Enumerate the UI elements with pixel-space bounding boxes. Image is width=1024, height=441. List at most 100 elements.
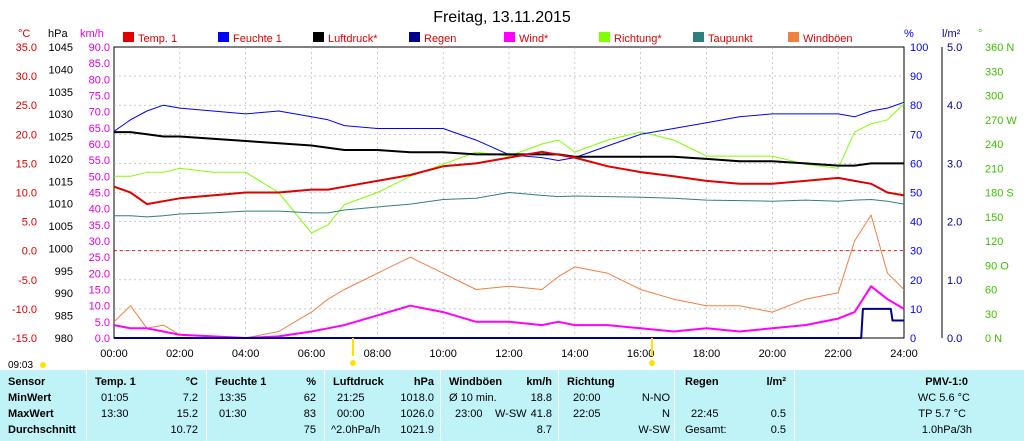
legend-label: Windböen (803, 33, 853, 45)
x-tick-label: 22:00 (824, 348, 852, 360)
gusts-avg-value: 8.7 (536, 424, 552, 436)
gusts-avg10-label: Ø 10 min. (449, 392, 497, 404)
right-tick-label: 1.0 (947, 275, 962, 287)
legend: Temp. 1 Feuchte 1 Luftdruck* Regen Wind* Rich… (123, 32, 853, 45)
right-tick-label: 10 (910, 304, 922, 316)
pressure-header: Luftdruck (333, 376, 384, 388)
left-tick-label: 5.0 (95, 317, 110, 329)
left-tick-label: 45.0 (89, 188, 110, 200)
avg-row-label: Durchschnitt (8, 424, 76, 436)
rain-total-value: 0.5 (770, 424, 786, 436)
left-tick-label: -5.0 (18, 275, 37, 287)
left-tick-label: 990 (55, 288, 73, 300)
left-tick-label: 15.0 (16, 158, 37, 170)
right-tick-label: 330 (985, 66, 1003, 78)
left-tick-label: 1010 (49, 199, 73, 211)
legend-label: Wind* (519, 33, 549, 45)
right-tick-label: 60 (985, 285, 997, 297)
humidity-header: Feuchte 1 (215, 376, 267, 388)
sun-marker (649, 360, 655, 366)
left-tick-label: 25.0 (16, 100, 37, 112)
humidity-max-time: 01:30 (219, 408, 247, 420)
series-feuchte-1 (113, 101, 905, 161)
right-tick-label: 0 N (985, 333, 1002, 345)
left-tick-label: 35.0 (16, 42, 37, 54)
humidity-avg-value: 75 (303, 424, 316, 436)
axes: 35.0 30.0 25.0 20.0 15.0 10.0 5.0 0.0 -5.0 -10.0 -… (12, 42, 1017, 360)
left-tick-label: 0.0 (95, 333, 110, 345)
rain-total-label: Gesamt: (685, 424, 727, 436)
temp-max-value: 15.2 (176, 408, 198, 420)
left-tick-label: 1030 (49, 109, 73, 121)
right-tick-label: 50 (910, 188, 922, 200)
legend-swatch (599, 32, 610, 42)
right-tick-label: 4.0 (947, 100, 962, 112)
legend-label: Richtung* (614, 33, 662, 45)
right-tick-label: 300 (985, 91, 1003, 103)
x-tick-label: 10:00 (429, 348, 457, 360)
x-tick-label: 20:00 (759, 348, 787, 360)
rain-max-time: 22:45 (691, 408, 719, 420)
left-tick-label: 80.0 (89, 74, 110, 86)
humidity-min-time: 13:35 (219, 392, 247, 404)
gusts-unit: km/h (526, 376, 552, 388)
legend-swatch (788, 32, 799, 42)
legend-label: Feuchte 1 (233, 33, 282, 45)
start-time-marker (40, 362, 46, 368)
left-tick-label: 50.0 (89, 171, 110, 183)
x-tick-label: 12:00 (495, 348, 523, 360)
left-tick-label: 85.0 (89, 58, 110, 70)
right-tick-label: 240 (985, 139, 1003, 151)
legend-swatch (504, 32, 515, 42)
left-tick-label: -15.0 (12, 333, 37, 345)
right-tick-label: 360 N (985, 42, 1014, 54)
pressure-min-time: 21:25 (337, 392, 365, 404)
sensor-column: Sensor MinWert MaxWert Durchschnitt (0, 370, 86, 441)
pressure-column: Luftdruck hPa 21:25 00:00 ^2.0hPa/h 1018… (324, 370, 440, 441)
pressure-max-time: 00:00 (337, 408, 365, 420)
left-tick-label: 1020 (49, 154, 73, 166)
x-tick-label: 24:00 (890, 348, 918, 360)
humidity-axis-unit: % (904, 28, 914, 40)
right-tick-label: 120 (985, 236, 1003, 248)
right-tick-label: 100 (910, 42, 928, 54)
legend-swatch (123, 32, 134, 42)
left-tick-label: 20.0 (89, 268, 110, 280)
left-tick-label: 1045 (49, 42, 73, 54)
series (113, 101, 905, 366)
pmv-dewpoint: TP 5.7 °C (918, 408, 966, 420)
right-tick-label: 90 O (985, 260, 1009, 272)
direction-avg-value: W-SW (638, 424, 670, 436)
stats-panel: Sensor MinWert MaxWert Durchschnitt Temp… (0, 370, 1024, 441)
left-tick-label: 70.0 (89, 107, 110, 119)
right-tick-label: 40 (910, 217, 922, 229)
series-temp-1 (113, 150, 905, 206)
pressure-avg-value: 1021.9 (400, 424, 434, 436)
left-tick-label: 75.0 (89, 91, 110, 103)
left-tick-label: 60.0 (89, 139, 110, 151)
right-tick-label: 30 (910, 246, 922, 258)
gusts-avg10-value: 18.8 (530, 392, 552, 404)
temp-min-value: 7.2 (182, 392, 198, 404)
pmv-column: PMV-1:0 WC 5.6 °C TP 5.7 °C 1.0hPa/3h (794, 370, 1024, 441)
direction-min-time: 20:00 (573, 392, 601, 404)
temp-max-time: 13:30 (101, 408, 129, 420)
x-tick-label: 00:00 (100, 348, 128, 360)
humidity-column: Feuchte 1 % 13:35 01:30 62 83 75 (206, 370, 324, 441)
temp-column: Temp. 1 °C 01:05 13:30 7.2 15.2 10.72 (86, 370, 206, 441)
pressure-axis-unit: hPa (48, 28, 68, 40)
left-tick-label: 5.0 (22, 217, 37, 229)
chart-title: Freitag, 13.11.2015 (433, 9, 571, 26)
start-time-label: 09:03 (8, 360, 33, 370)
legend-swatch (313, 32, 324, 42)
legend-swatch (218, 32, 229, 42)
left-tick-label: 10.0 (89, 301, 110, 313)
right-tick-label: 70 (910, 129, 922, 141)
direction-min-value: N-NO (641, 392, 670, 404)
gusts-header: Windböen (449, 376, 503, 388)
pmv-pressure-trend: 1.0hPa/3h (921, 424, 972, 436)
x-tick-label: 18:00 (693, 348, 721, 360)
min-row-label: MinWert (8, 392, 52, 404)
right-tick-label: 180 S (985, 188, 1014, 200)
left-tick-label: 10.0 (16, 188, 37, 200)
